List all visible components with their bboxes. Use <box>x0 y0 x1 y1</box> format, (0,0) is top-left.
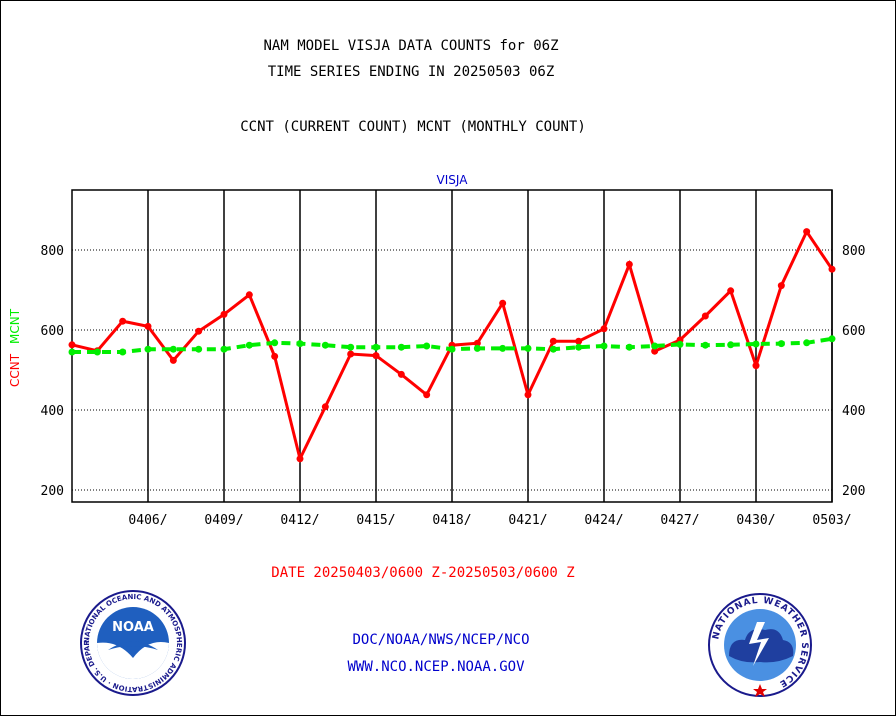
data-point-mcnt <box>68 348 76 356</box>
data-point-mcnt <box>321 341 329 349</box>
data-point-mcnt <box>524 344 532 352</box>
data-point-ccnt <box>372 352 380 360</box>
y-tick-label-left: 200 <box>41 484 64 499</box>
data-point-mcnt <box>372 343 380 351</box>
data-point-mcnt <box>803 339 811 347</box>
data-point-ccnt <box>245 291 253 299</box>
x-tick-label: 0409/ <box>204 513 243 528</box>
data-point-ccnt <box>727 287 735 295</box>
data-point-ccnt <box>701 312 709 320</box>
data-point-mcnt <box>119 348 127 356</box>
data-point-mcnt <box>144 345 152 353</box>
noaa-logo: NATIONAL OCEANIC AND ATMOSPHERIC ADMINIS… <box>78 588 186 696</box>
data-point-ccnt <box>752 362 760 370</box>
data-point-ccnt <box>296 455 304 463</box>
data-point-mcnt <box>245 341 253 349</box>
nws-logo: NATIONAL WEATHER SERVICE <box>708 593 812 697</box>
noaa-logo-label: NOAA <box>112 620 154 635</box>
y-tick-label-right: 600 <box>842 324 865 339</box>
data-point-ccnt <box>473 339 481 347</box>
plot-label: VISJA <box>437 173 469 187</box>
data-point-ccnt <box>169 356 177 364</box>
data-point-ccnt <box>195 327 203 335</box>
x-tick-label: 0418/ <box>432 513 471 528</box>
data-point-mcnt <box>676 340 684 348</box>
data-point-ccnt <box>423 391 431 399</box>
data-point-ccnt <box>549 337 557 345</box>
url-line: WWW.NCO.NCEP.NOAA.GOV <box>347 659 525 675</box>
y-tick-label-right: 400 <box>842 404 865 419</box>
data-point-mcnt <box>727 341 735 349</box>
data-point-mcnt <box>499 344 507 352</box>
x-tick-label: 0430/ <box>736 513 775 528</box>
data-point-ccnt <box>397 370 405 378</box>
chart-title-line1: NAM MODEL VISJA DATA COUNTS for 06Z <box>263 38 559 54</box>
x-tick-label: 0421/ <box>508 513 547 528</box>
y-tick-label-right: 800 <box>842 244 865 259</box>
data-point-mcnt <box>169 345 177 353</box>
x-tick-label: 0412/ <box>280 513 319 528</box>
data-point-ccnt <box>828 265 836 273</box>
data-point-ccnt <box>651 347 659 355</box>
data-point-mcnt <box>600 342 608 350</box>
data-point-mcnt <box>575 343 583 351</box>
data-point-ccnt <box>220 310 228 318</box>
data-point-ccnt <box>144 322 152 330</box>
data-point-ccnt <box>600 325 608 333</box>
x-tick-label: 0415/ <box>356 513 395 528</box>
data-point-mcnt <box>347 343 355 351</box>
data-point-ccnt <box>347 350 355 358</box>
data-point-ccnt <box>321 403 329 411</box>
data-point-mcnt <box>195 345 203 353</box>
y-tick-label-left: 400 <box>41 404 64 419</box>
y-tick-label-left: 600 <box>41 324 64 339</box>
data-point-ccnt <box>575 337 583 345</box>
data-point-mcnt <box>752 340 760 348</box>
data-point-mcnt <box>777 340 785 348</box>
data-point-mcnt <box>473 344 481 352</box>
x-tick-label: 0406/ <box>128 513 167 528</box>
x-tick-label: 0427/ <box>660 513 699 528</box>
y-axis-label-ccnt: CCNT <box>8 353 22 387</box>
data-point-ccnt <box>271 352 279 360</box>
data-point-mcnt <box>625 343 633 351</box>
data-point-mcnt <box>397 343 405 351</box>
date-range-label: DATE 20250403/0600 Z-20250503/0600 Z <box>271 565 575 581</box>
data-point-mcnt <box>220 345 228 353</box>
data-point-ccnt <box>803 228 811 236</box>
data-point-mcnt <box>549 345 557 353</box>
data-point-ccnt <box>777 282 785 290</box>
data-point-mcnt <box>651 342 659 350</box>
data-point-mcnt <box>93 348 101 356</box>
data-point-mcnt <box>828 335 836 343</box>
data-point-mcnt <box>296 340 304 348</box>
data-point-ccnt <box>68 341 76 349</box>
x-tick-label: 0503/ <box>812 513 851 528</box>
data-point-ccnt <box>119 317 127 325</box>
y-axis-label-mcnt: MCNT <box>8 308 22 344</box>
chart-title-line2: TIME SERIES ENDING IN 20250503 06Z <box>267 64 555 80</box>
data-point-mcnt <box>271 339 279 347</box>
chart-subtitle: CCNT (CURRENT COUNT) MCNT (MONTHLY COUNT… <box>240 119 586 135</box>
y-tick-label-left: 800 <box>41 244 64 259</box>
y-tick-label-right: 200 <box>842 484 865 499</box>
data-point-mcnt <box>448 345 456 353</box>
org-line: DOC/NOAA/NWS/NCEP/NCO <box>352 632 530 648</box>
data-point-ccnt <box>499 299 507 307</box>
data-point-ccnt <box>625 260 633 268</box>
data-point-ccnt <box>524 391 532 399</box>
x-tick-label: 0424/ <box>584 513 623 528</box>
data-point-mcnt <box>701 341 709 349</box>
data-point-mcnt <box>423 342 431 350</box>
